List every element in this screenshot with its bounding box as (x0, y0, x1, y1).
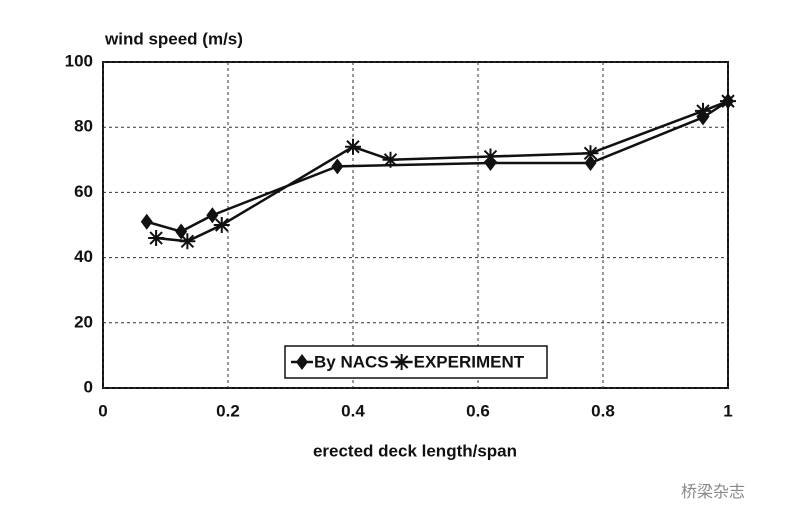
series-line (146, 100, 729, 233)
diamond-marker (331, 158, 344, 175)
y-axis-label: wind speed (m/s) (104, 29, 243, 48)
y-tick-label: 100 (65, 51, 93, 70)
y-tick-label: 20 (74, 312, 93, 331)
x-axis-label: erected deck length/span (313, 441, 517, 460)
star-marker (345, 138, 361, 155)
y-tick-label: 0 (84, 377, 93, 396)
x-tick-label: 0.8 (591, 401, 615, 420)
star-marker (148, 230, 165, 247)
x-tick-label: 0 (98, 401, 107, 420)
diamond-marker (140, 213, 153, 230)
star-marker (695, 102, 711, 119)
star-marker (179, 233, 196, 250)
legend-box (284, 345, 548, 379)
star-marker (582, 145, 599, 162)
x-tick-label: 1 (723, 401, 732, 420)
y-tick-label: 80 (74, 117, 93, 136)
star-marker (382, 151, 399, 168)
y-tick-label: 40 (74, 247, 93, 266)
star-marker (393, 354, 410, 370)
legend-label: EXPERIMENT (414, 352, 525, 371)
series-line (155, 99, 729, 243)
diamond-marker (206, 207, 219, 224)
star-marker (213, 217, 230, 233)
legend-label: By NACS (314, 352, 389, 371)
x-tick-label: 0.6 (466, 401, 490, 420)
star-marker (482, 148, 499, 165)
x-tick-label: 0.4 (341, 401, 365, 420)
diamond-marker (584, 155, 597, 172)
y-tick-label: 60 (74, 182, 93, 201)
star-marker (720, 93, 736, 110)
plot-frame (102, 61, 729, 389)
watermark: 桥梁杂志 (681, 483, 745, 501)
diamond-marker (175, 223, 188, 240)
x-tick-label: 0.2 (216, 401, 240, 420)
diamond-marker (296, 354, 308, 370)
